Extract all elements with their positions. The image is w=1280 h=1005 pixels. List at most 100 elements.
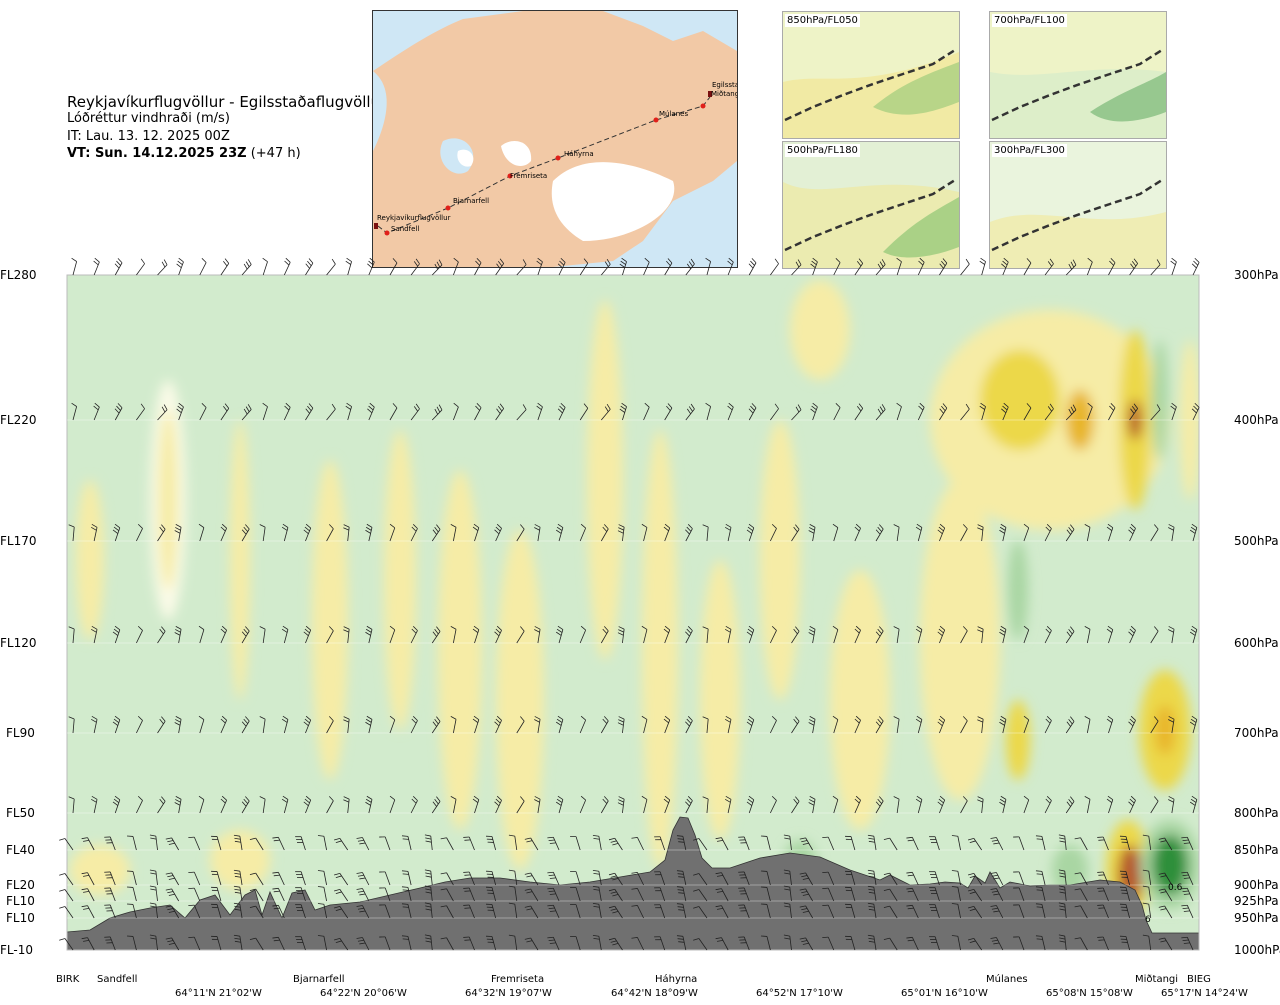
valid-time: VT: Sun. 14.12.2025 23Z (+47 h) (67, 146, 301, 161)
wind-barb (917, 402, 925, 421)
x-location-label: Fremriseta (491, 974, 545, 985)
wind-barb (472, 625, 480, 644)
wind-barb (977, 524, 984, 542)
wind-barb (746, 523, 755, 542)
wind-barb (990, 905, 1004, 919)
wind-barb (453, 402, 459, 421)
thumbnail-300hpa[interactable]: 300hPa/FL300 (989, 141, 1167, 269)
pressure-level-lines (67, 419, 1199, 919)
wind-barb (1106, 795, 1114, 814)
wind-barb (241, 524, 250, 542)
wind-barb (317, 835, 327, 851)
wind-barb (356, 888, 370, 902)
wind-barb (450, 795, 457, 814)
wind-barb (176, 402, 184, 421)
wind-barb (608, 937, 623, 951)
wind-barb (1097, 936, 1109, 951)
wind-barb (463, 936, 475, 951)
x-coordinate-label: 64°52'N 17°10'W (756, 988, 843, 999)
map-label-mulanes: Múlanes (659, 110, 689, 118)
thumbnail-850hpa-graphic (783, 12, 959, 138)
wind-barb (791, 404, 802, 421)
wind-barb (1129, 403, 1138, 421)
wind-barb (746, 795, 755, 814)
y-left-tick-label: FL-10 (0, 943, 33, 957)
wind-barb (104, 836, 116, 851)
wind-barb (727, 257, 734, 276)
wind-barb (833, 258, 841, 276)
wind-barb (1142, 869, 1152, 886)
wind-barb (619, 257, 627, 276)
wind-barb (1086, 402, 1093, 421)
wind-barb (365, 795, 373, 814)
wind-barb (769, 625, 777, 644)
y-right-tick-label: 950hPa (1234, 911, 1279, 925)
wind-barb (929, 887, 940, 902)
wind-barb (631, 837, 644, 851)
wind-barb (1129, 258, 1138, 276)
thumbnail-850hpa[interactable]: 850hPa/FL050 (782, 11, 960, 139)
wind-barb (929, 904, 940, 919)
thumbnail-700hpa[interactable]: 700hPa/FL100 (989, 11, 1167, 139)
wind-barb (1074, 888, 1088, 902)
wind-barb (664, 403, 673, 421)
thumbnail-700hpa-graphic (990, 12, 1166, 138)
wind-barb (822, 871, 835, 886)
wind-barb (664, 258, 673, 276)
wind-barb (401, 935, 412, 951)
wind-barb (760, 886, 771, 902)
wind-barbs (59, 257, 1200, 951)
wind-barb (1158, 937, 1173, 951)
wind-barb (1074, 872, 1088, 886)
wind-barb (165, 937, 180, 951)
wind-barb (724, 625, 732, 644)
map-label-egilsstadir: Egilsstaðir (712, 81, 737, 89)
y-right-tick-label: 600hPa (1234, 636, 1279, 650)
wind-barb (893, 716, 900, 734)
wind-barb (579, 715, 587, 734)
x-coordinate-label: 64°32'N 19°07'W (465, 988, 552, 999)
wind-barb (770, 258, 779, 276)
wind-barb (343, 796, 350, 814)
wind-barb (112, 523, 121, 542)
wind-barb (967, 906, 983, 919)
wind-barb (1168, 626, 1175, 644)
wind-barb (486, 870, 497, 886)
wind-barb (832, 625, 839, 644)
wind-barb (999, 523, 1007, 542)
wind-barb (440, 937, 454, 951)
wind-barb (104, 887, 116, 902)
wind-barb (71, 257, 78, 276)
wind-barb (176, 257, 184, 276)
wind-barb (1035, 835, 1046, 851)
wind-barb (112, 625, 121, 644)
wind-barb (305, 403, 314, 421)
wind-barb (896, 257, 902, 276)
wind-barb (654, 887, 666, 902)
wind-barb (1097, 871, 1109, 886)
wind-barb (960, 524, 968, 542)
wind-barb (508, 885, 518, 902)
wind-barb (663, 625, 671, 644)
wind-barb (241, 259, 252, 276)
wind-barb (259, 796, 266, 814)
wind-barb (220, 258, 230, 276)
wind-barb (198, 625, 205, 644)
x-coordinate-label: 65°17'N 14°24'W (1161, 988, 1248, 999)
thumbnail-500hpa[interactable]: 500hPa/FL180 (782, 141, 960, 269)
wind-barb (951, 835, 961, 851)
wind-barb (1086, 257, 1093, 276)
wind-barb (104, 871, 116, 886)
wind-barb (259, 524, 266, 542)
wind-barb (608, 837, 623, 851)
wind-barb (951, 903, 961, 919)
map-label-reykjavik: Reykjavíkurflugvöllur (377, 214, 451, 222)
wind-barb (854, 625, 861, 644)
wind-barb (1119, 886, 1130, 902)
wind-barb (1142, 885, 1152, 902)
wind-barb (1150, 259, 1161, 276)
wind-barb (547, 904, 560, 919)
wind-barb (715, 888, 729, 902)
wind-barb (883, 905, 898, 919)
wind-barb (676, 935, 687, 951)
